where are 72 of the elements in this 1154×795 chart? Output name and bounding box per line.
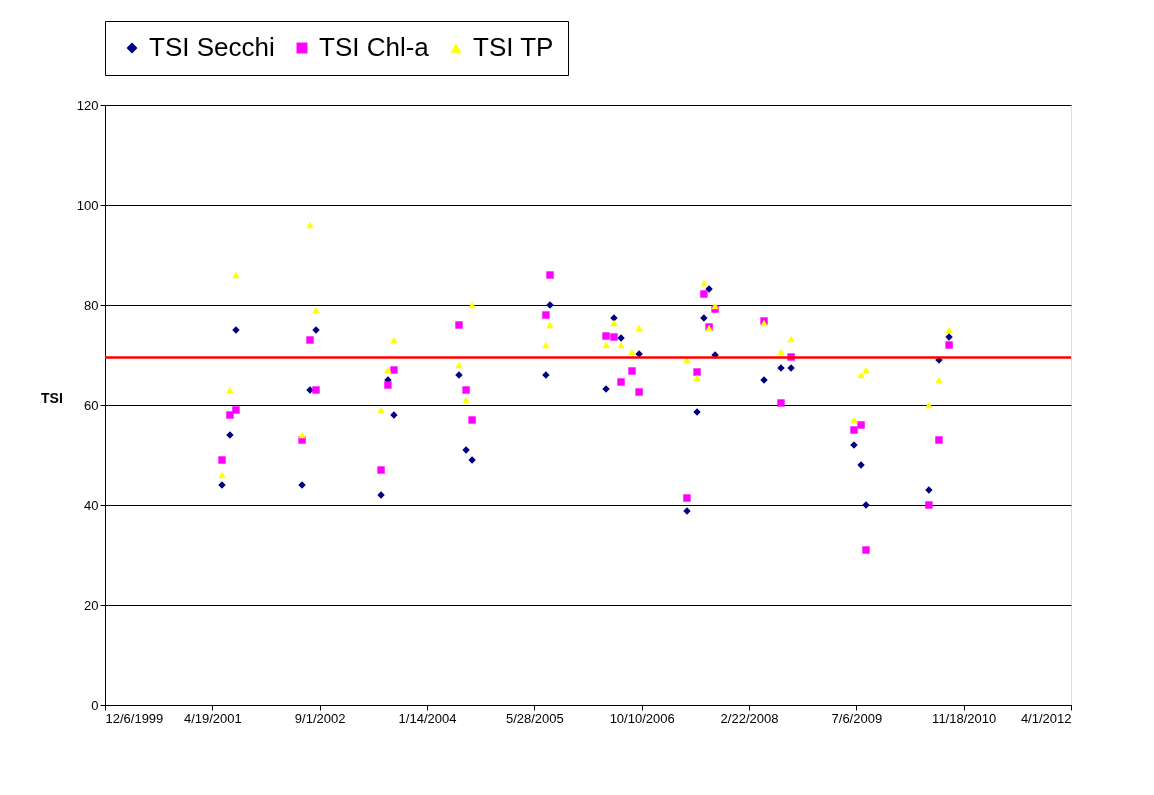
point [546,271,554,279]
legend-label: TSI Secchi [149,32,275,62]
y-tick-label: 20 [84,597,99,613]
point [925,501,933,509]
y-tick-label: 100 [76,197,99,213]
x-tick-label: 4/19/2001 [183,710,242,726]
point [542,311,550,319]
x-tick-label: 10/10/2006 [609,710,675,726]
x-tick-label: 4/1/2012 [1020,710,1072,726]
point [384,381,392,389]
point [777,348,785,356]
point [693,368,701,376]
point [306,336,314,344]
point [218,456,226,464]
x-tick-label: 2/22/2008 [720,710,779,726]
point [862,546,870,554]
y-tick-label: 80 [84,297,99,313]
point [312,386,320,394]
point [468,301,476,309]
x-tick-label: 1/14/2004 [398,710,457,726]
point [935,376,943,384]
x-tick-label: 7/6/2009 [831,710,883,726]
point [787,335,795,343]
point [468,416,476,424]
point [462,396,470,404]
y-tick-label: 120 [76,97,99,113]
point [390,366,398,374]
point [850,426,858,434]
point [857,371,865,379]
x-tick-label: 5/28/2005 [505,710,564,726]
point [862,366,870,374]
x-tick-label: 12/6/1999 [105,710,164,726]
point [377,406,385,414]
point [377,466,385,474]
point [226,411,234,419]
point [298,431,306,439]
point [602,341,610,349]
x-tick-label: 9/1/2002 [294,710,346,726]
point [700,279,708,287]
point [857,421,865,429]
point [610,333,618,341]
point [945,326,953,334]
point [462,386,470,394]
y-axis-title: TSI [41,389,63,406]
point [617,341,625,349]
y-tick-label: 40 [84,497,99,513]
y-tick-label: 60 [84,397,99,413]
point [945,341,953,349]
point [777,399,785,407]
point [700,290,708,298]
point [610,319,618,327]
point [455,361,463,369]
x-tick-label: 11/18/2010 [932,710,997,726]
point [617,378,625,386]
point [602,332,610,340]
point [306,221,314,229]
point [850,416,858,424]
point [232,406,240,414]
legend-label: TSI Chl-a [319,32,430,62]
point [546,321,554,329]
point [628,348,636,356]
point [312,306,320,314]
point [683,494,691,502]
point [925,401,933,409]
y-tick-label: 0 [91,697,99,713]
point [455,321,463,329]
point [628,367,636,375]
point [693,374,701,382]
legend-label: TSI TP [473,32,554,62]
point [218,471,226,479]
point [635,388,643,396]
point [935,436,943,444]
